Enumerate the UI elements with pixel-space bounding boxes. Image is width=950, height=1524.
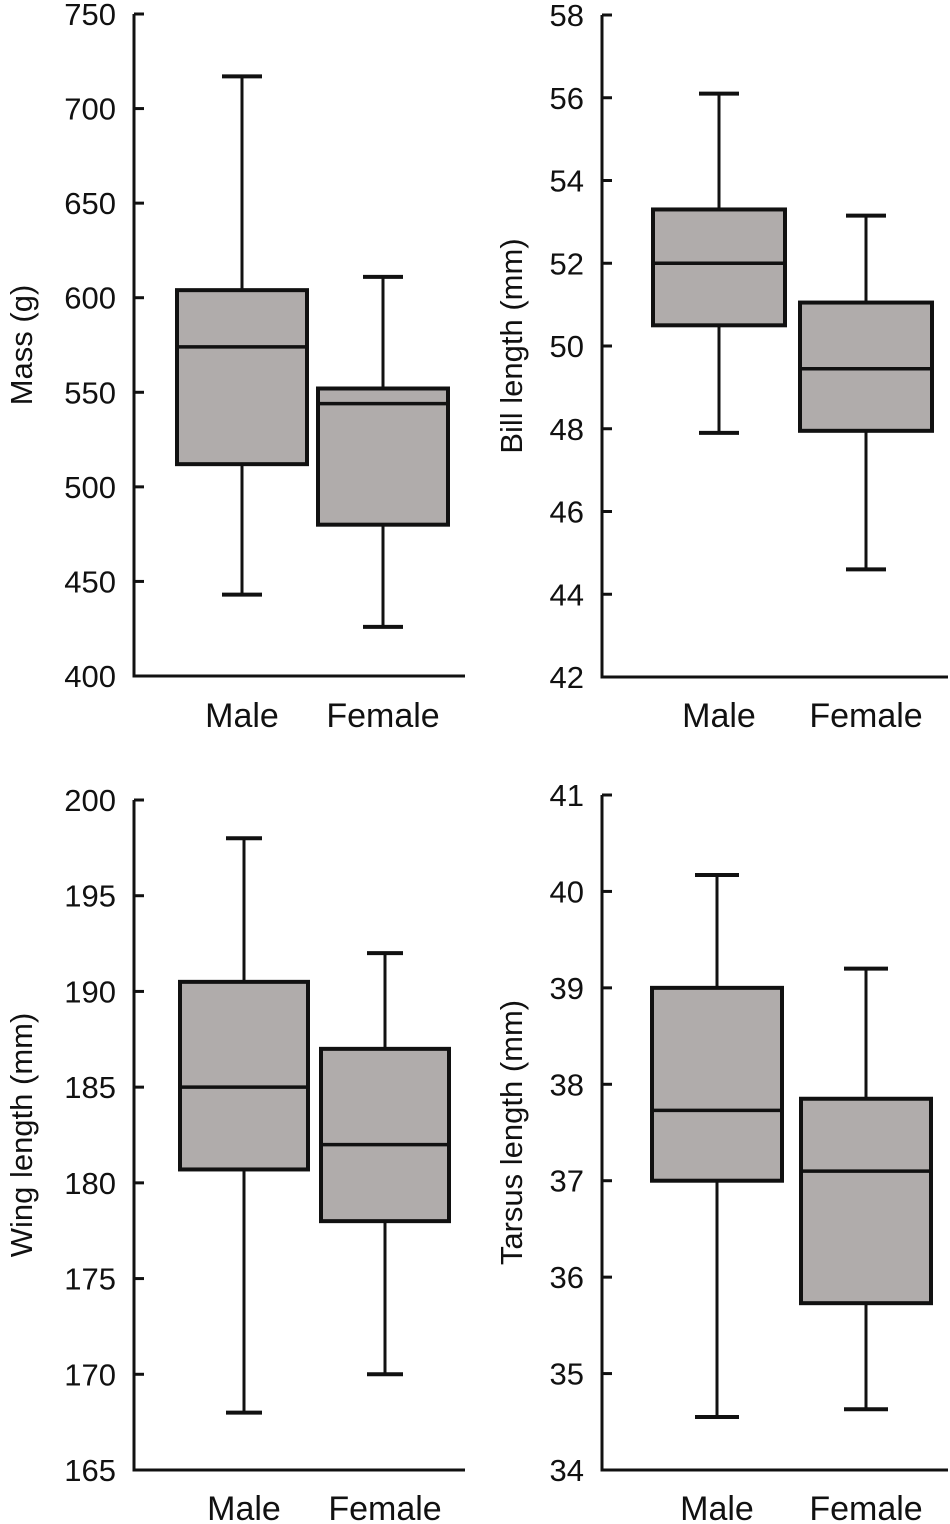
iqr-box <box>175 288 309 467</box>
y-tick-label: 36 <box>550 1260 584 1295</box>
y-tick-label: 700 <box>64 92 116 127</box>
iqr-box <box>651 207 787 328</box>
y-tick-label: 200 <box>64 783 116 818</box>
y-tick-label: 41 <box>550 778 584 813</box>
box-female <box>798 213 934 572</box>
x-category-label: Female <box>809 1490 922 1524</box>
x-category-label: Male <box>207 1490 281 1524</box>
y-tick-label: 42 <box>550 660 584 695</box>
x-category-label: Male <box>680 1490 754 1524</box>
iqr-box <box>178 979 310 1172</box>
box-male <box>650 873 784 1419</box>
y-tick-label: 195 <box>64 879 116 914</box>
y-tick-label: 450 <box>64 564 116 599</box>
y-tick-label: 58 <box>550 0 584 33</box>
y-axis-title: Mass (g) <box>4 285 39 406</box>
x-category-label: Female <box>326 697 439 735</box>
y-tick-label: 165 <box>64 1453 116 1488</box>
y-tick-label: 185 <box>64 1070 116 1105</box>
y-tick-label: 40 <box>550 874 584 909</box>
y-tick-label: 56 <box>550 81 584 116</box>
x-category-label: Female <box>809 697 922 735</box>
iqr-box <box>319 1046 451 1224</box>
y-tick-label: 44 <box>550 577 584 612</box>
y-tick-label: 52 <box>550 246 584 281</box>
y-tick-label: 550 <box>64 375 116 410</box>
y-tick-label: 35 <box>550 1357 584 1392</box>
box-male <box>175 74 309 597</box>
panel-mass: 400 450 500 550 600 650 700 750 Mass (g) Male Fema… <box>4 0 465 735</box>
x-category-label: Male <box>205 697 279 735</box>
y-tick-label: 750 <box>64 0 116 32</box>
y-tick-label: 400 <box>64 659 116 694</box>
y-tick-label: 650 <box>64 186 116 221</box>
y-tick-label: 38 <box>550 1067 584 1102</box>
y-tick-label: 39 <box>550 971 584 1006</box>
x-category-label: Female <box>328 1490 441 1524</box>
y-axis-title: Bill length (mm) <box>494 238 529 453</box>
y-tick-label: 170 <box>64 1357 116 1392</box>
box-female <box>319 951 451 1377</box>
iqr-box <box>799 1096 933 1306</box>
y-axis-title: Wing length (mm) <box>4 1013 39 1258</box>
y-axis-title: Tarsus length (mm) <box>494 1000 529 1265</box>
iqr-box <box>650 985 784 1183</box>
y-tick-label: 500 <box>64 470 116 505</box>
y-tick-label: 180 <box>64 1166 116 1201</box>
box-female <box>316 274 450 629</box>
y-tick-label: 190 <box>64 974 116 1009</box>
y-tick-label: 34 <box>550 1453 584 1488</box>
panel-bill-length: 42 44 46 48 50 52 54 56 58 Bill length (mm) Male Fe… <box>494 0 948 735</box>
y-tick-label: 46 <box>550 495 584 530</box>
iqr-box <box>316 386 450 527</box>
y-tick-label: 48 <box>550 412 584 447</box>
y-tick-label: 37 <box>550 1164 584 1199</box>
y-tick-label: 600 <box>64 281 116 316</box>
box-male <box>651 91 787 435</box>
y-tick-label: 175 <box>64 1262 116 1297</box>
y-tick-label: 50 <box>550 329 584 364</box>
x-category-label: Male <box>682 697 756 735</box>
box-male <box>178 836 310 1415</box>
panel-wing-length: 165 170 175 180 185 190 195 200 Wing length (mm)… <box>4 783 465 1524</box>
iqr-box <box>798 300 934 433</box>
y-tick-label: 54 <box>550 164 584 199</box>
panel-tarsus-length: 34 35 36 37 38 39 40 41 Tarsus length (mm) Male Fe… <box>494 778 948 1524</box>
box-female <box>799 966 933 1412</box>
